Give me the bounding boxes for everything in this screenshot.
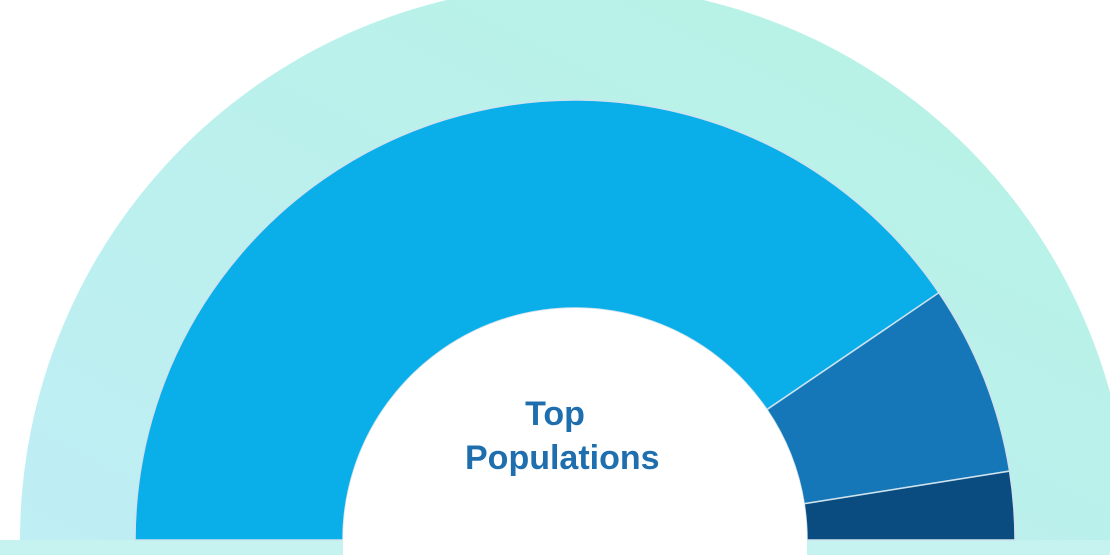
- chart-title: Top Populations: [465, 395, 660, 477]
- donut-hole: [343, 308, 807, 555]
